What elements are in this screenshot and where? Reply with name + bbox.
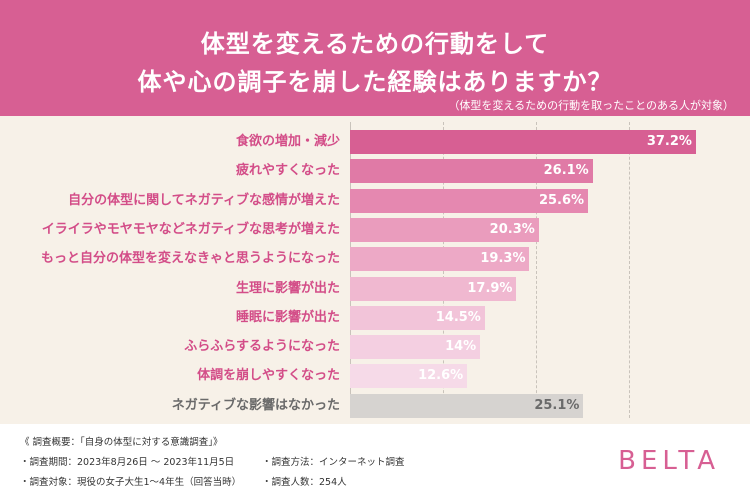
- category-label: 睡眠に影響が出た: [235, 309, 340, 325]
- category-label: ふらふらするようになった: [184, 339, 340, 355]
- value-label: 19.3%: [480, 251, 526, 267]
- category-label: 自分の体型に関してネガティブな感情が増えた: [68, 192, 340, 208]
- bar: [350, 393, 584, 418]
- category-label: イライラやモヤモヤなどネガティブな思考が増えた: [41, 221, 340, 237]
- chart-title-line-2: 体や心の調子を崩した経験はありますか？: [137, 68, 613, 96]
- value-label: 14.5%: [435, 309, 481, 325]
- survey-title: 《 調査概要：「自身の体型に対する意識調査」》: [20, 437, 223, 448]
- chart-title-line-1: 体型を変えるための行動をして: [200, 30, 550, 58]
- value-label: 37.2%: [646, 134, 692, 149]
- bar: [350, 305, 485, 330]
- value-label: 14%: [445, 339, 477, 355]
- survey-target: ・調査対象：現役の女子大生1～4年生（回答当時）: [20, 477, 242, 488]
- bar: [350, 247, 530, 272]
- bar-chart: 食欲の増加・減少 37.2% 疲れやすくなった 26.1% 自分の体型に関してネガティブ…: [0, 116, 750, 424]
- gridline-30: [629, 122, 630, 418]
- category-label: 生理に影響が出た: [235, 280, 340, 296]
- chart-subtitle: （体型を変えるための行動を取ったことのある人が対象）: [448, 99, 734, 112]
- bar: [350, 276, 517, 301]
- survey-count: ・調査人数：254人: [262, 477, 347, 488]
- category-label: 疲れやすくなった: [235, 163, 340, 179]
- value-label: 17.9%: [467, 280, 513, 296]
- bar: [350, 130, 696, 154]
- category-label: もっと自分の体型を変えなきゃと思うようになった: [40, 251, 340, 267]
- belta-logo: BELTA: [618, 446, 720, 476]
- bar: [350, 335, 481, 360]
- footer: 《 調査概要：「自身の体型に対する意識調査」》 ・調査期間：2023年8月26日…: [0, 424, 750, 500]
- value-label: 26.1%: [543, 163, 589, 179]
- category-label: 食欲の増加・減少: [235, 134, 340, 149]
- value-label: 25.6%: [538, 192, 585, 208]
- category-label: ネガティブな影響はなかった: [171, 397, 340, 413]
- bar: [350, 159, 593, 184]
- bar: [350, 364, 468, 389]
- gridline-20: [536, 122, 537, 418]
- header-banner: 体型を変えるための行動をして 体や心の調子を崩した経験はありますか？ （体型を変…: [0, 0, 750, 116]
- bar: [350, 217, 539, 242]
- survey-method: ・調査方法：インターネット調査: [262, 457, 405, 468]
- survey-period: ・調査期間：2023年8月26日 ～ 2023年11月5日: [20, 457, 235, 468]
- value-label: 20.3%: [489, 221, 535, 237]
- bar: [350, 188, 589, 213]
- value-label: 12.6%: [418, 368, 464, 384]
- value-label: 25.1%: [534, 397, 580, 413]
- category-label: 体調を崩しやすくなった: [197, 368, 340, 384]
